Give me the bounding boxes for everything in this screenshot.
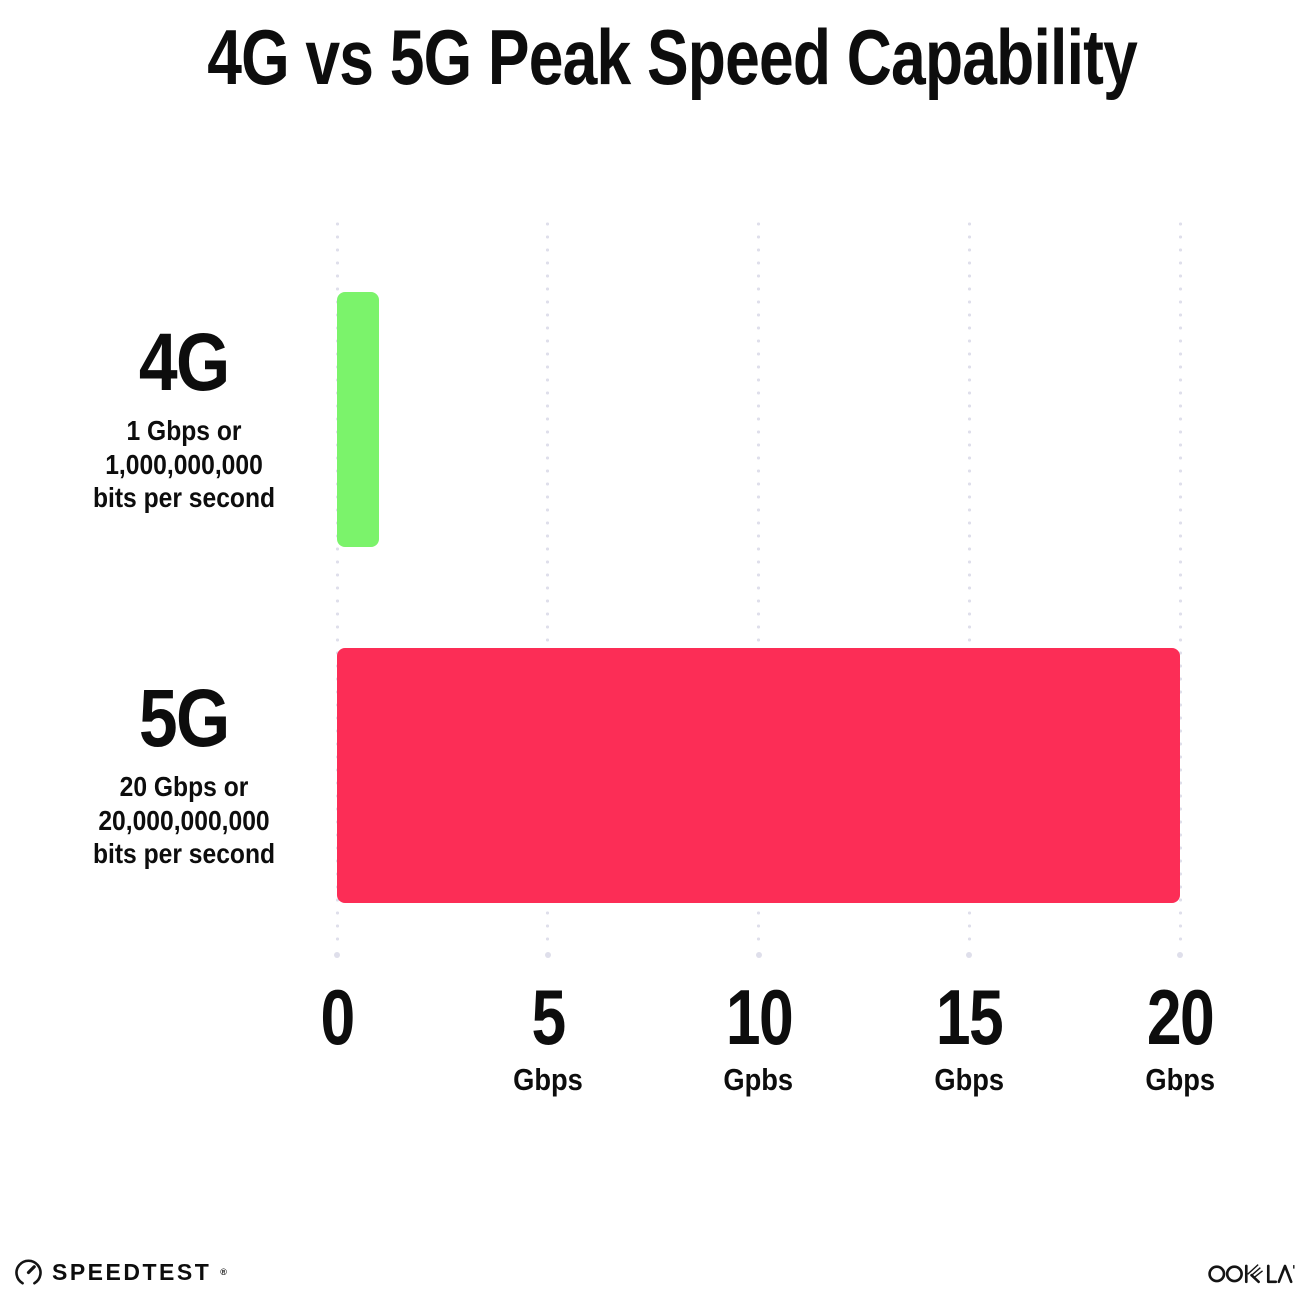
gridline-15 [966, 222, 973, 958]
x-tick-20: 20 Gbps [1145, 973, 1215, 1097]
x-tick-15: 15 Gbps [934, 973, 1005, 1097]
gridline-5 [544, 222, 551, 958]
gridline-20 [1177, 222, 1183, 958]
speedtest-gauge-icon [15, 1258, 42, 1284]
row-title-5g: 5G [139, 673, 230, 764]
gridline-0 [334, 222, 340, 958]
row-description-5g: 20 Gbps or 20,000,000,000 bits per secon… [92, 771, 276, 870]
x-tick-0: 0 [320, 973, 355, 1061]
plot-area [334, 222, 1183, 958]
bar-5g [337, 648, 1180, 903]
ookla-logo [1208, 1260, 1296, 1286]
row-title-4g: 4G [139, 317, 230, 408]
x-tick-5: 5 Gbps [512, 973, 583, 1097]
x-axis: 0 5 Gbps 10 Gpbs 15 Gbps 20 Gbps [320, 973, 1214, 1108]
row-label-4g: 4G 1 Gbps or 1,000,000,000 bits per seco… [28, 322, 340, 515]
row-description-4g: 1 Gbps or 1,000,000,000 bits per second [92, 415, 276, 514]
ookla-wordmark-icon [1208, 1264, 1295, 1284]
speedtest-trademark: ® [220, 1267, 227, 1277]
bar-4g [337, 292, 380, 547]
speedtest-wordmark: SPEEDTEST [52, 1258, 212, 1285]
gridline-10 [755, 222, 762, 958]
page-title: 4G vs 5G Peak Speed Capability [207, 13, 1138, 101]
x-tick-10: 10 Gpbs [723, 973, 794, 1097]
speedtest-logo: SPEEDTEST ® [14, 1256, 227, 1288]
row-label-5g: 5G 20 Gbps or 20,000,000,000 bits per se… [28, 678, 340, 871]
